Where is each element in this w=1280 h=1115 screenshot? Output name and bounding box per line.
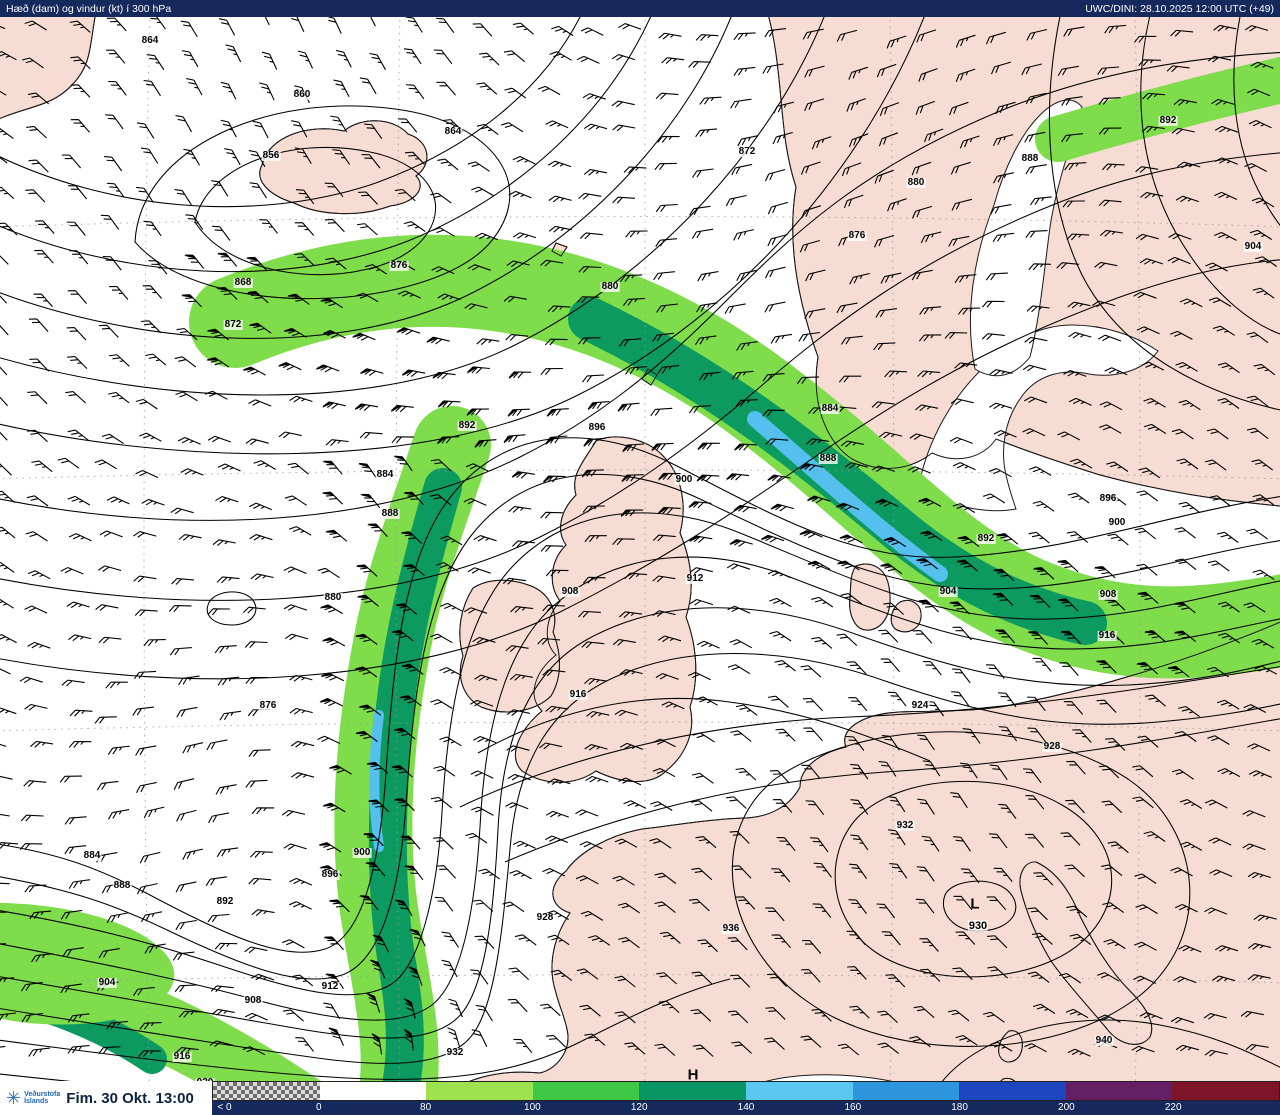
- met-office-logo: ✳ Veðurstofa Íslands: [6, 1089, 60, 1107]
- footer-bar: ✳ Veðurstofa Íslands Fim. 30 Okt. 13:00 …: [0, 1081, 1280, 1115]
- legend-ticks: < 0 0 80 100 120 140 160 180 200 220: [212, 1101, 1280, 1115]
- legend-segment: [426, 1082, 533, 1100]
- legend-segment: [319, 1082, 427, 1100]
- footer-left: ✳ Veðurstofa Íslands Fim. 30 Okt. 13:00: [0, 1081, 212, 1115]
- legend-bar: [212, 1081, 1280, 1101]
- legend-segment: [959, 1082, 1066, 1100]
- logo-line1: Veðurstofa: [24, 1090, 61, 1098]
- legend-tick: 80: [420, 1102, 432, 1113]
- legend-tick: < 0: [217, 1102, 232, 1113]
- legend-segment: [213, 1082, 320, 1100]
- jet-band-main-mid: [568, 297, 1107, 645]
- model-run-info: UWC/DINI: 28.10.2025 12:00 UTC (+49): [1085, 2, 1274, 15]
- legend-segment: [1172, 1082, 1279, 1100]
- legend-tick: 200: [1058, 1102, 1075, 1113]
- legend-segment: [745, 1082, 853, 1100]
- legend-tick: 160: [844, 1102, 862, 1113]
- legend-tick: 220: [1164, 1102, 1182, 1113]
- jet-band-ne-light: [1035, 56, 1280, 162]
- legend-segment: [639, 1082, 746, 1100]
- legend-tick: 0: [316, 1102, 322, 1113]
- legend-tick: 100: [524, 1102, 541, 1113]
- legend-segment: [1065, 1082, 1173, 1100]
- legend: < 0 0 80 100 120 140 160 180 200 220: [212, 1081, 1280, 1115]
- legend-segment: [532, 1082, 640, 1100]
- snowflake-logo-icon: ✳: [6, 1088, 22, 1108]
- legend-tick: 180: [951, 1102, 968, 1113]
- jet-patch-west: [0, 902, 175, 1025]
- jet-stream-layer: [0, 56, 1280, 1115]
- weather-map-canvas: [0, 17, 1280, 1115]
- legend-segment: [852, 1082, 960, 1100]
- logo-line2: Íslands: [24, 1098, 49, 1105]
- jet-band-trough-core: [369, 710, 384, 852]
- legend-tick: 120: [630, 1102, 648, 1113]
- header-bar: Hæð (dam) og vindur (kt) í 300 hPa UWC/D…: [0, 0, 1280, 17]
- graticule-layer: [0, 17, 1280, 1108]
- wind-barbs-layer: [0, 17, 1278, 1058]
- chart-title: Hæð (dam) og vindur (kt) í 300 hPa: [6, 2, 172, 15]
- weather-map: 864 860 856 864 872 876 880 888 892 904 868 872 876 8…: [0, 17, 1280, 1115]
- contour-lines-layer: [0, 17, 1280, 1106]
- jet-band-trough-mid: [368, 468, 462, 1098]
- valid-time-label: Fim. 30 Okt. 13:00: [66, 1089, 194, 1107]
- legend-tick: 140: [737, 1102, 755, 1113]
